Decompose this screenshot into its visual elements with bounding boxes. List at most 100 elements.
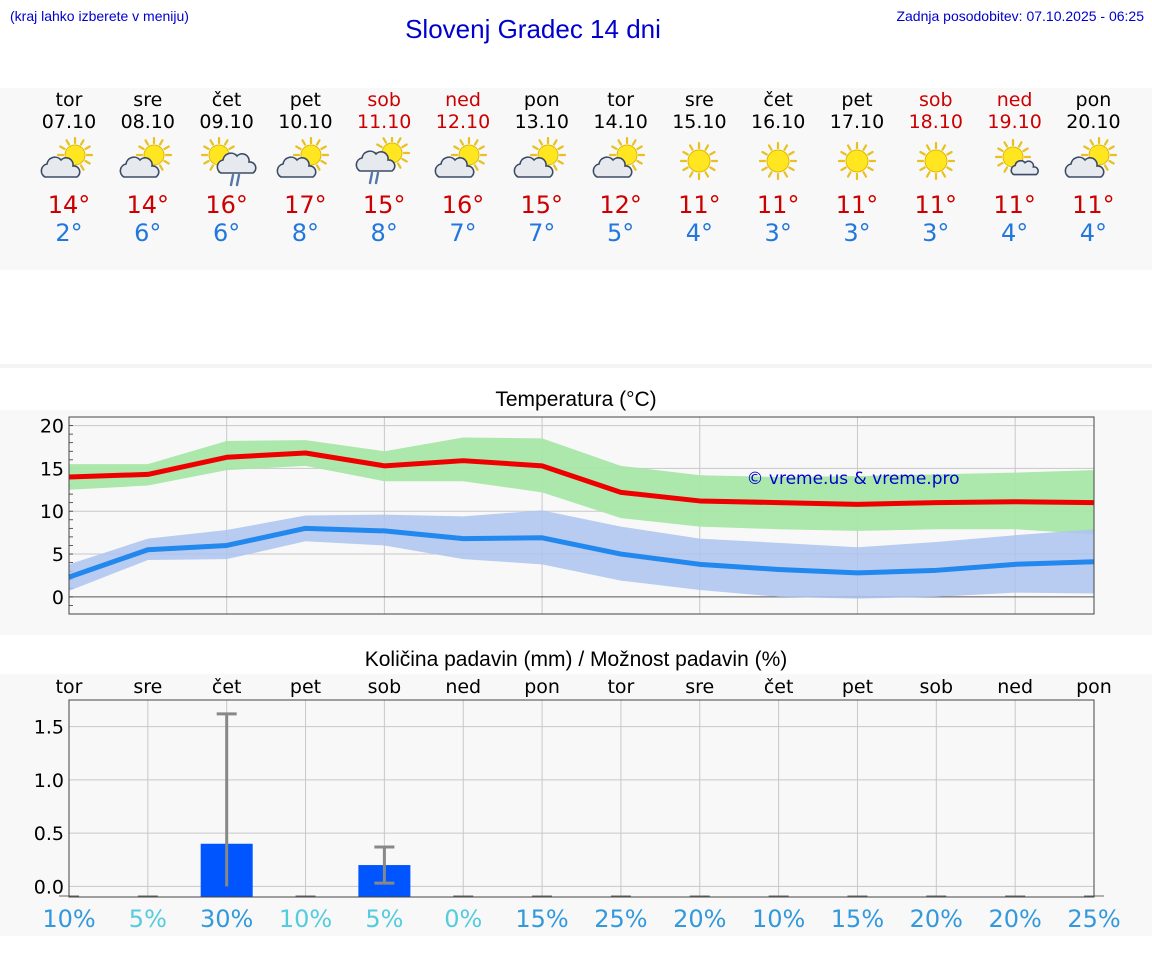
temp-min: 2° [55,219,83,247]
x-tick-label: čet [764,676,794,698]
watermark: © vreme.us & vreme.pro [746,469,959,489]
precip-probability: 20% [910,905,963,933]
precip-probability: 10% [279,905,332,933]
day-column: čet 16.10 11° 3° [739,88,818,247]
precip-probability: 30% [200,905,253,933]
day-name: čet [763,89,793,111]
sun-icon [916,141,955,181]
temp-min: 3° [764,219,792,247]
day-column: sob 11.10 15° 8° [345,88,424,247]
partly-cloudy-icon [1065,137,1118,178]
y-tick-label: 15 [40,458,64,480]
forecast-band [0,88,1152,270]
partly-cloudy-icon [40,137,94,178]
rain-drops [229,173,240,187]
day-name: pet [841,89,873,111]
x-tick-label: tor [56,676,83,698]
day-date: 14.10 [593,111,648,133]
page-title: Slovenj Gradec 14 dni [405,14,661,44]
day-date: 20.10 [1066,111,1121,133]
y-tick-label: 5 [52,544,64,566]
sun-icon [680,141,719,181]
cloud-shape [277,156,317,178]
partly-cloudy-icon [277,137,330,178]
temp-min: 4° [1079,219,1108,247]
temp-max: 11° [756,191,800,219]
temp-max-line [68,450,1095,507]
sun-rays [680,141,719,181]
day-date: 19.10 [987,111,1042,133]
cloud-shape [119,156,160,178]
precip-probability: 10% [42,905,95,933]
day-name: sob [367,89,401,111]
temp-min: 3° [843,219,871,247]
precip-probability: 15% [831,905,884,933]
partly-cloudy-icon [119,137,172,178]
day-date: 18.10 [908,111,963,133]
y-tick-label: 10 [40,501,64,523]
partly-cloudy-icon [513,137,566,178]
day-column: pon 13.10 15° 7° [502,88,581,247]
temp-max: 11° [835,191,879,219]
day-name: sre [133,89,163,111]
day-name: pet [289,89,321,111]
daily-forecast: tor 07.10 14° 2° sre 08.10 14° 6° čet 09.10 16° 6° p… [0,88,1152,268]
temp-max: 17° [284,191,327,219]
temp-max: 14° [47,191,91,219]
day-column: sob 18.10 11° 3° [896,88,975,247]
temp-max-band [69,437,1094,535]
location-hint[interactable]: (kraj lahko izberete v meniju) [10,8,189,24]
temp-min: 8° [370,219,398,247]
partly-cloudy-icon [592,137,645,178]
day-column: ned 12.10 16° 7° [424,88,503,247]
x-tick-label: ned [997,676,1033,698]
cloud-shape [1010,159,1039,176]
cloud-shape [40,156,81,178]
cloud-shape [434,156,475,178]
temp-max: 11° [914,191,958,219]
temp-min-line [68,525,1095,580]
day-name: ned [445,89,481,111]
precip-probability: 25% [1067,905,1120,933]
day-date: 17.10 [829,111,885,133]
day-date: 12.10 [435,111,491,133]
day-date: 10.10 [278,111,333,133]
temp-max: 16° [205,191,248,219]
temp-min: 6° [212,219,241,247]
day-name: pon [523,89,560,111]
x-tick-label: tor [607,676,634,698]
temp-min: 3° [922,219,950,247]
precip-error-bar [216,712,237,887]
day-name: čet [211,89,242,111]
sun-rays [450,137,488,174]
x-tick-label: ned [445,676,481,698]
precip-probability: 15% [515,905,568,933]
temp-max: 15° [520,191,564,219]
y-tick-label: 0.0 [34,876,64,898]
x-tick-label: pet [290,676,321,698]
sun-rays [759,141,798,181]
temp-min: 4° [1000,219,1029,247]
temp-max: 11° [1072,191,1115,219]
x-tick-label: sre [685,676,714,698]
day-column: pet 17.10 11° 3° [818,88,897,247]
cloud-shape [592,156,633,178]
sun-small-cloud-icon [994,138,1039,176]
plot-frame [68,416,1095,615]
day-column: sre 15.10 11° 4° [660,88,739,247]
y-tick-label: 0.5 [34,823,64,845]
day-column: sre 08.10 14° 6° [108,88,187,247]
precipitation-chart: tor sre čet pet sob ned pon tor sre čet pet sob ned p… [34,676,1121,933]
last-update: Zadnja posodobitev: 07.10.2025 - 06:25 [896,8,1144,24]
precip-probability: 20% [673,905,726,933]
precip-probability: 10% [752,905,805,933]
y-tick-label: 20 [40,416,64,438]
day-name: sre [684,89,714,111]
x-tick-label: pon [1076,676,1112,698]
divider-band [0,364,1152,368]
day-name: sob [919,89,953,111]
temp-min: 5° [606,219,635,247]
cloud-shape [355,150,396,172]
precip-probability: 20% [988,905,1041,933]
temp-max: 11° [678,191,721,219]
